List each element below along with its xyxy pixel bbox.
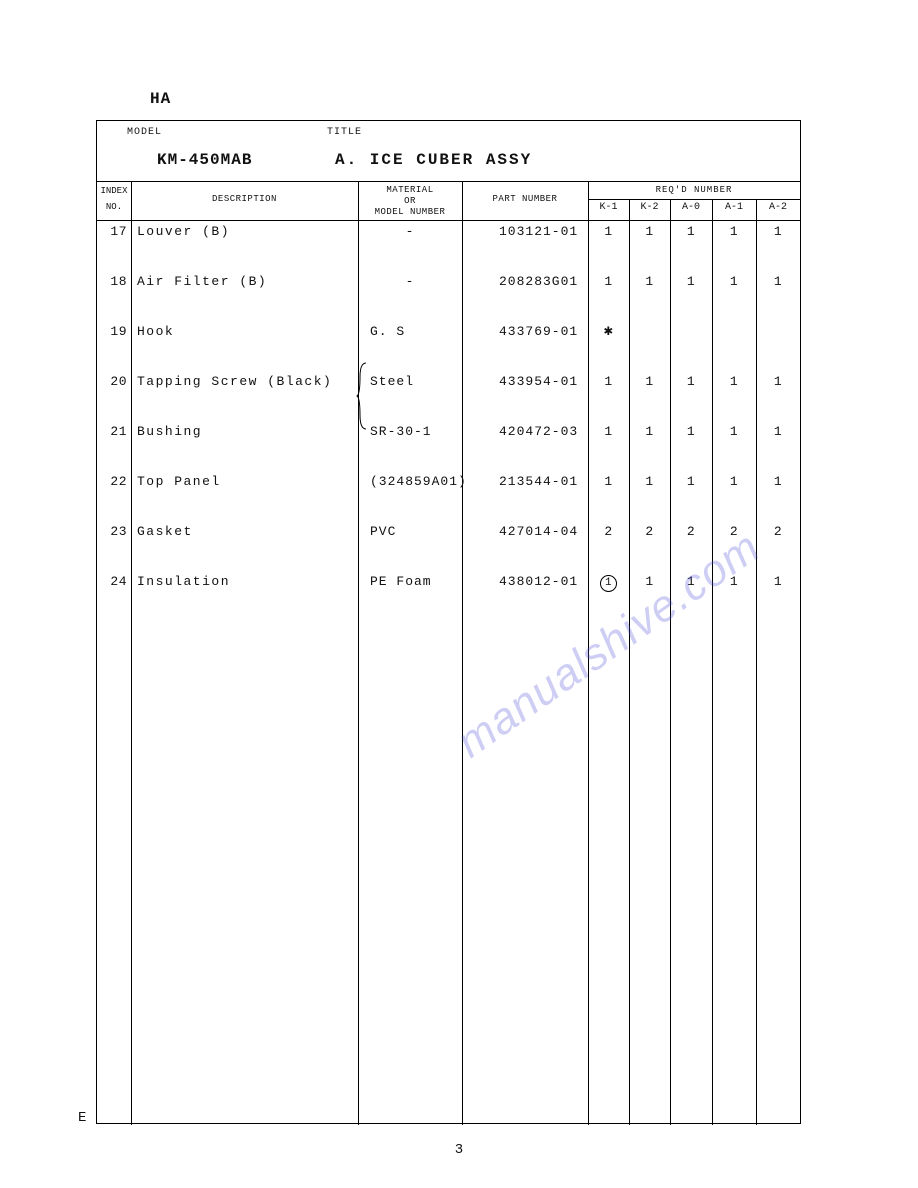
cell-qty: 2 [670,524,712,539]
cell-description: Louver (B) [137,224,358,239]
cell-qty: 1 [756,274,800,289]
cell-material: PVC [370,524,474,539]
cell-qty: 2 [629,524,670,539]
cell-qty: 1 [712,374,756,389]
cell-qty: 1 [712,424,756,439]
cell-qty: 1 [670,474,712,489]
cell-index: 24 [97,574,131,589]
special-mark-icon: ✱ [604,323,614,340]
header-sub-a0: A-0 [670,202,712,213]
cell-qty: 1 [588,574,629,592]
brand-code-ha: HA [150,90,171,108]
cell-qty: 1 [588,374,629,389]
cell-description: Bushing [137,424,358,439]
cell-qty: 1 [588,424,629,439]
cell-qty: 2 [712,524,756,539]
cell-qty: 1 [756,374,800,389]
cell-qty: 1 [629,274,670,289]
cell-index: 22 [97,474,131,489]
table-row: 21BushingSR-30-1420472-0311111 [97,421,800,446]
cell-index: 23 [97,524,131,539]
header-index-l1: INDEX [97,186,131,196]
cell-description: Top Panel [137,474,358,489]
cell-qty: 1 [670,224,712,239]
cell-index: 19 [97,324,131,339]
header-sub-k2: K-2 [629,202,670,213]
cell-qty: 1 [756,474,800,489]
cell-qty: 1 [756,224,800,239]
title-block: MODEL TITLE KM-450MAB A. ICE CUBER ASSY [97,121,800,182]
cell-description: Hook [137,324,358,339]
cell-material: - [358,224,462,239]
header-sub-k1: K-1 [588,202,629,213]
header-reqd-number: REQ'D NUMBER [588,185,800,195]
table-row: 22Top Panel(324859A01)213544-0111111 [97,471,800,496]
cell-qty: 1 [756,424,800,439]
cell-qty: 1 [712,274,756,289]
cell-qty: 1 [712,224,756,239]
header-part-number: PART NUMBER [462,194,588,204]
cell-qty: 1 [712,474,756,489]
cell-qty: 1 [629,474,670,489]
cell-qty: 1 [629,574,670,589]
cell-qty: 1 [712,574,756,589]
circled-qty-icon: 1 [600,575,617,592]
margin-label-e: E [78,1110,86,1126]
cell-qty: 1 [670,274,712,289]
cell-qty: 1 [670,574,712,589]
table-row: 23GasketPVC427014-0422222 [97,521,800,546]
title-value: A. ICE CUBER ASSY [335,151,532,169]
cell-qty: 1 [629,424,670,439]
header-description: DESCRIPTION [131,194,358,204]
cell-qty: 1 [670,424,712,439]
cell-material: Steel [370,374,474,389]
table-row: 17Louver (B)-103121-0111111 [97,221,800,246]
header-material-l1: MATERIAL [358,185,462,195]
parts-table-frame: MODEL TITLE KM-450MAB A. ICE CUBER ASSY … [96,120,801,1124]
cell-material: G. S [370,324,474,339]
table-row: 24InsulationPE Foam438012-0111111 [97,571,800,596]
header-material-l2: OR [358,196,462,206]
header-sub-a1: A-1 [712,202,756,213]
cell-material: PE Foam [370,574,474,589]
label-title: TITLE [327,127,362,138]
cell-qty: 2 [588,524,629,539]
cell-index: 18 [97,274,131,289]
cell-qty: 1 [756,574,800,589]
header-material-l3: MODEL NUMBER [358,207,462,217]
cell-qty: ✱ [588,324,629,339]
table-row: 19HookG. S433769-01✱ [97,321,800,346]
cell-description: Tapping Screw (Black) [137,374,358,389]
cell-qty: 1 [629,224,670,239]
cell-index: 20 [97,374,131,389]
cell-material: (324859A01) [370,474,474,489]
cell-description: Gasket [137,524,358,539]
cell-qty: 1 [588,474,629,489]
table-body: 17Louver (B)-103121-011111118Air Filter … [97,221,800,1125]
cell-index: 17 [97,224,131,239]
table-header: INDEX NO. DESCRIPTION MATERIAL OR MODEL … [97,182,800,221]
table-row: 18Air Filter (B)-208283G0111111 [97,271,800,296]
cell-description: Air Filter (B) [137,274,358,289]
cell-qty: 1 [629,374,670,389]
cell-qty: 1 [588,224,629,239]
model-value: KM-450MAB [157,151,252,169]
cell-qty: 1 [670,374,712,389]
document-page: HA MODEL TITLE KM-450MAB A. ICE CUBER AS… [0,0,918,1188]
cell-index: 21 [97,424,131,439]
cell-qty: 1 [588,274,629,289]
header-sub-a2: A-2 [756,202,800,213]
cell-description: Insulation [137,574,358,589]
cell-material: - [358,274,462,289]
cell-material: SR-30-1 [370,424,474,439]
label-model: MODEL [127,127,162,138]
cell-qty: 2 [756,524,800,539]
header-index-l2: NO. [97,202,131,212]
table-row: 20Tapping Screw (Black)Steel433954-01111… [97,371,800,396]
page-number: 3 [0,1142,918,1158]
